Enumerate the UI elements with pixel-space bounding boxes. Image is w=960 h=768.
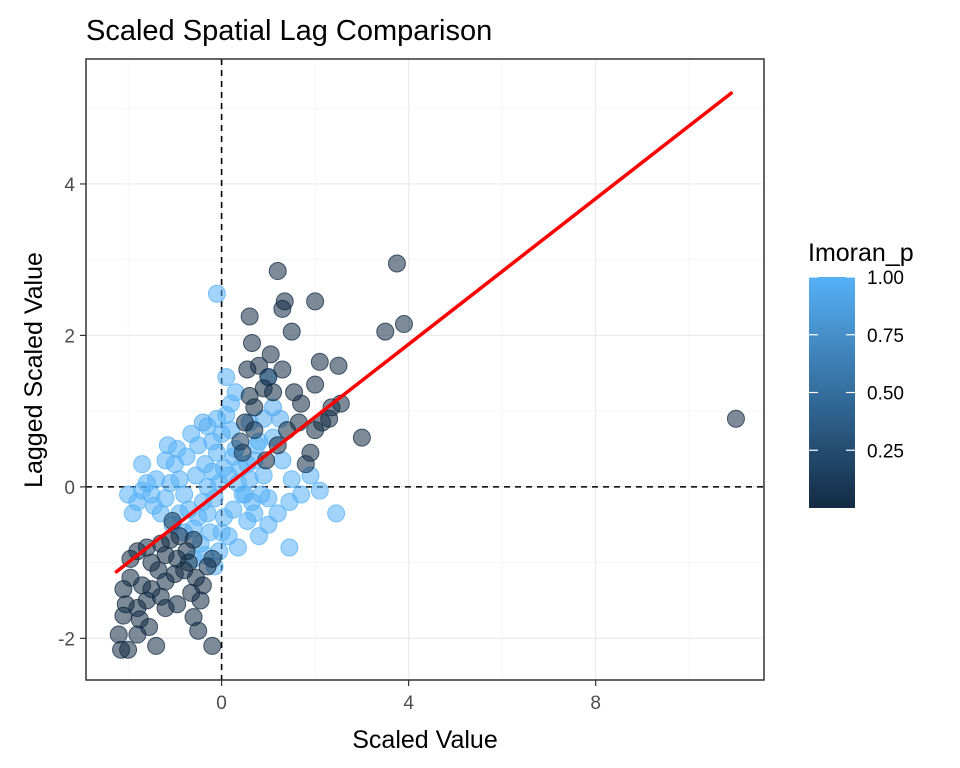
data-point <box>114 606 133 625</box>
data-point <box>198 557 217 576</box>
y-axis-label: Lagged Scaled Value <box>20 252 48 488</box>
data-point <box>142 580 161 599</box>
data-point <box>261 345 280 364</box>
data-point <box>168 595 187 614</box>
data-point <box>193 413 212 432</box>
data-point <box>149 561 168 580</box>
data-point <box>306 292 325 311</box>
data-point <box>394 315 413 334</box>
data-point <box>376 322 395 341</box>
legend-tick-label: 1.00 <box>867 268 904 289</box>
data-point <box>123 504 142 523</box>
legend-tick-label: 0.25 <box>867 441 904 462</box>
data-point <box>306 375 325 394</box>
x-tick-label: 8 <box>590 693 601 714</box>
data-point <box>186 466 205 485</box>
data-point <box>182 583 201 602</box>
legend-tick-label: 0.75 <box>867 326 904 347</box>
data-point <box>240 307 259 326</box>
data-point <box>242 333 261 352</box>
data-point <box>301 443 320 462</box>
data-point <box>128 542 147 561</box>
data-point <box>212 523 231 542</box>
data-point <box>273 451 292 470</box>
fit-line <box>114 91 734 574</box>
data-point <box>327 504 346 523</box>
data-point <box>282 470 301 489</box>
x-tick-label: 0 <box>216 693 227 714</box>
data-point <box>329 356 348 375</box>
data-point <box>140 617 159 636</box>
data-point <box>280 538 299 557</box>
data-point <box>207 284 226 303</box>
data-point <box>217 368 236 387</box>
data-point <box>264 383 283 402</box>
plot-panel-border <box>85 58 765 681</box>
data-point <box>352 428 371 447</box>
data-point <box>133 455 152 474</box>
data-point <box>726 409 745 428</box>
data-point <box>198 504 217 523</box>
data-point <box>186 568 205 587</box>
y-tick-label: -2 <box>58 629 75 650</box>
data-point <box>175 485 194 504</box>
data-point <box>273 360 292 379</box>
legend-tick-label: 0.50 <box>867 384 904 405</box>
data-point <box>184 530 203 549</box>
data-point <box>268 262 287 281</box>
chart-title: Scaled Spatial Lag Comparison <box>86 15 492 47</box>
data-point <box>158 436 177 455</box>
fit-line-group <box>114 91 734 574</box>
data-point <box>203 636 222 655</box>
data-point <box>306 421 325 440</box>
data-point <box>254 466 273 485</box>
data-point <box>320 409 339 428</box>
data-point <box>203 432 222 451</box>
y-tick-label: 0 <box>64 478 75 499</box>
data-point <box>147 636 166 655</box>
legend-ticks: 0.25 0.50 0.75 1.00 <box>809 268 904 462</box>
x-axis-ticks: 0 4 8 <box>216 680 601 714</box>
data-point <box>235 413 254 432</box>
data-point <box>275 292 294 311</box>
data-point <box>310 481 329 500</box>
data-point <box>182 424 201 443</box>
data-point <box>310 352 329 371</box>
data-point <box>387 254 406 273</box>
data-point <box>282 322 301 341</box>
y-tick-label: 4 <box>64 175 75 196</box>
data-point <box>233 485 252 504</box>
data-point <box>285 383 304 402</box>
data-point <box>144 496 163 515</box>
data-point <box>179 553 198 572</box>
data-point <box>109 625 128 644</box>
data-point <box>280 493 299 512</box>
data-point <box>233 443 252 462</box>
data-point <box>184 608 203 627</box>
data-point <box>119 485 138 504</box>
data-point <box>238 360 257 379</box>
data-point <box>112 640 131 659</box>
data-point <box>252 485 271 504</box>
data-point <box>214 508 233 527</box>
data-point <box>245 398 264 417</box>
legend: Imoran_p 0.25 0.50 0.75 1.00 <box>808 239 914 508</box>
data-points <box>109 254 745 659</box>
x-tick-label: 4 <box>403 693 414 714</box>
data-point <box>245 504 264 523</box>
y-tick-label: 2 <box>64 326 75 347</box>
x-axis-label: Scaled Value <box>352 726 497 754</box>
y-axis-ticks: -2 0 2 4 <box>58 175 86 650</box>
legend-title: Imoran_p <box>808 239 914 267</box>
data-point <box>250 527 269 546</box>
